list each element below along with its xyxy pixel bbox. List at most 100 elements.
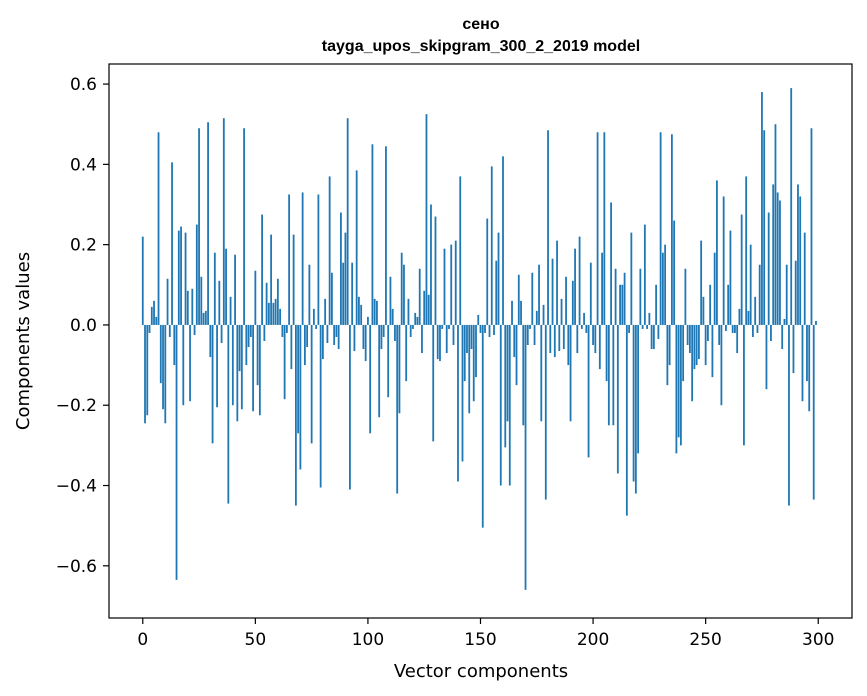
bar-187	[562, 324, 565, 350]
bar-267	[743, 324, 745, 446]
bar-123	[418, 268, 421, 325]
bar-13	[171, 162, 173, 325]
bar-36	[222, 118, 225, 325]
bar-107	[382, 324, 385, 337]
bar-134	[443, 248, 446, 325]
bar-68	[294, 324, 297, 506]
bar-162	[506, 324, 509, 422]
bar-143	[463, 324, 466, 382]
bar-154	[488, 324, 491, 337]
bar-111	[391, 308, 394, 325]
bar-149	[477, 314, 480, 325]
bar-35	[220, 324, 223, 344]
bar-1	[144, 324, 146, 424]
bar-238	[677, 324, 680, 438]
bar-49	[252, 324, 254, 412]
bar-268	[745, 176, 748, 325]
bar-232	[664, 244, 667, 325]
x-tick-label-250: 250	[689, 630, 721, 650]
bar-116	[403, 264, 405, 325]
bar-97	[360, 304, 363, 325]
bar-2	[146, 324, 149, 416]
bar-137	[450, 244, 453, 325]
bar-211	[616, 324, 619, 474]
bar-261	[729, 230, 732, 325]
bar-158	[497, 232, 500, 325]
plot-frame	[108, 63, 853, 619]
bar-8	[159, 324, 162, 384]
bar-69	[297, 324, 300, 434]
bar-46	[245, 324, 248, 366]
bar-86	[335, 324, 338, 337]
bar-177	[540, 324, 543, 422]
bar-56	[267, 302, 270, 325]
bar-289	[792, 324, 795, 374]
bar-42	[236, 324, 239, 422]
bar-260	[727, 284, 730, 325]
bar-38	[227, 324, 230, 504]
bar-276	[763, 130, 766, 325]
y-axis-label: Components values	[13, 252, 34, 430]
bar-246	[695, 324, 698, 366]
bar-47	[247, 324, 250, 348]
bar-176	[538, 264, 540, 325]
bar-144	[466, 324, 468, 354]
bar-34	[218, 280, 221, 325]
bar-271	[752, 324, 754, 337]
bar-217	[630, 232, 633, 325]
bar-73	[306, 324, 309, 348]
bar-110	[389, 276, 392, 325]
bar-190	[569, 324, 572, 422]
bar-247	[698, 324, 700, 360]
bar-20	[186, 290, 189, 325]
bar-11	[166, 278, 169, 325]
y-tick-label-2: −0.2	[56, 396, 97, 416]
bar-63	[283, 324, 286, 400]
bar-27	[202, 312, 205, 325]
bar-168	[520, 300, 522, 325]
bar-280	[772, 184, 775, 325]
bar-197	[585, 324, 588, 333]
bar-298	[812, 324, 815, 500]
bar-188	[565, 276, 567, 325]
bar-147	[472, 324, 475, 402]
bar-210	[614, 268, 617, 325]
bar-135	[445, 324, 448, 354]
bar-118	[407, 298, 410, 325]
bar-294	[803, 232, 806, 325]
bar-98	[362, 324, 365, 350]
bar-253	[711, 324, 714, 378]
bar-54	[263, 324, 266, 341]
bar-233	[666, 324, 669, 386]
bar-275	[761, 92, 763, 325]
bar-23	[193, 324, 196, 335]
bar-3	[148, 324, 151, 333]
bar-296	[808, 324, 811, 412]
bar-164	[511, 300, 513, 325]
bar-286	[785, 264, 788, 325]
bar-244	[691, 324, 694, 402]
bar-43	[238, 324, 241, 372]
bar-93	[351, 262, 354, 325]
bar-148	[475, 324, 477, 378]
x-tick-label-300: 300	[802, 630, 834, 650]
bar-114	[398, 324, 401, 414]
bar-236	[673, 220, 676, 325]
bar-28	[204, 310, 207, 325]
bar-279	[770, 324, 772, 341]
bar-181	[549, 324, 552, 354]
bar-108	[385, 146, 387, 325]
bar-61	[279, 308, 282, 325]
bar-119	[409, 324, 412, 337]
bar-156	[493, 324, 495, 335]
bar-273	[756, 324, 759, 333]
bar-241	[684, 268, 687, 325]
bar-192	[574, 248, 576, 325]
bar-240	[682, 324, 685, 382]
bar-265	[738, 308, 741, 325]
bar-31	[211, 324, 214, 444]
bar-256	[718, 324, 721, 346]
bar-270	[749, 244, 752, 325]
bar-221	[639, 268, 642, 325]
